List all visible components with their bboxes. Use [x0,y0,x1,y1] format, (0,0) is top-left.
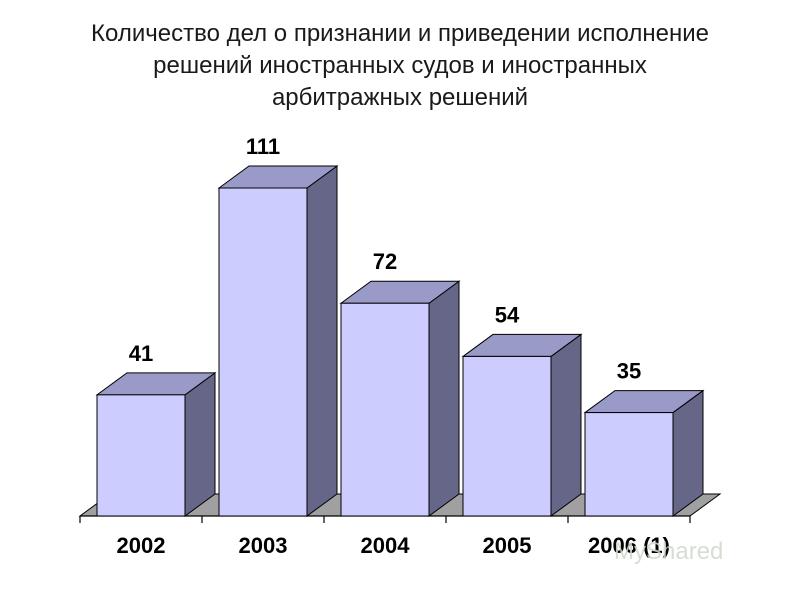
bar-2005 [462,355,552,517]
chart-title-line-3: арбитражных решений [271,84,529,111]
data-label: 35 [617,359,641,384]
bar-side-2003 [306,165,338,517]
data-label: 54 [495,302,520,327]
bar-2004 [340,302,430,517]
x-tick-label: 2004 [361,533,411,558]
x-tick-label: 2006 (1) [588,533,670,558]
bar-2002 [96,394,186,517]
chart-title: Количество дел о признании и приведении … [0,18,800,114]
bar-side-2004 [428,280,460,517]
bar-side-2005 [550,333,582,517]
x-tick-label: 2003 [239,533,288,558]
data-label: 41 [129,341,153,366]
watermark: MyShared [614,538,724,565]
bar-2003 [218,187,308,517]
chart-title-line-2: решений иностранных судов и иностранных [153,52,647,79]
data-label: 111 [246,134,280,159]
bar-2006 (1) [584,412,674,517]
x-tick-label: 2002 [117,533,166,558]
data-label: 72 [373,249,397,274]
x-tick-label: 2005 [483,533,532,558]
chart-title-line-1: Количество дел о признании и приведении … [91,20,709,47]
bar-side-2002 [184,371,216,517]
